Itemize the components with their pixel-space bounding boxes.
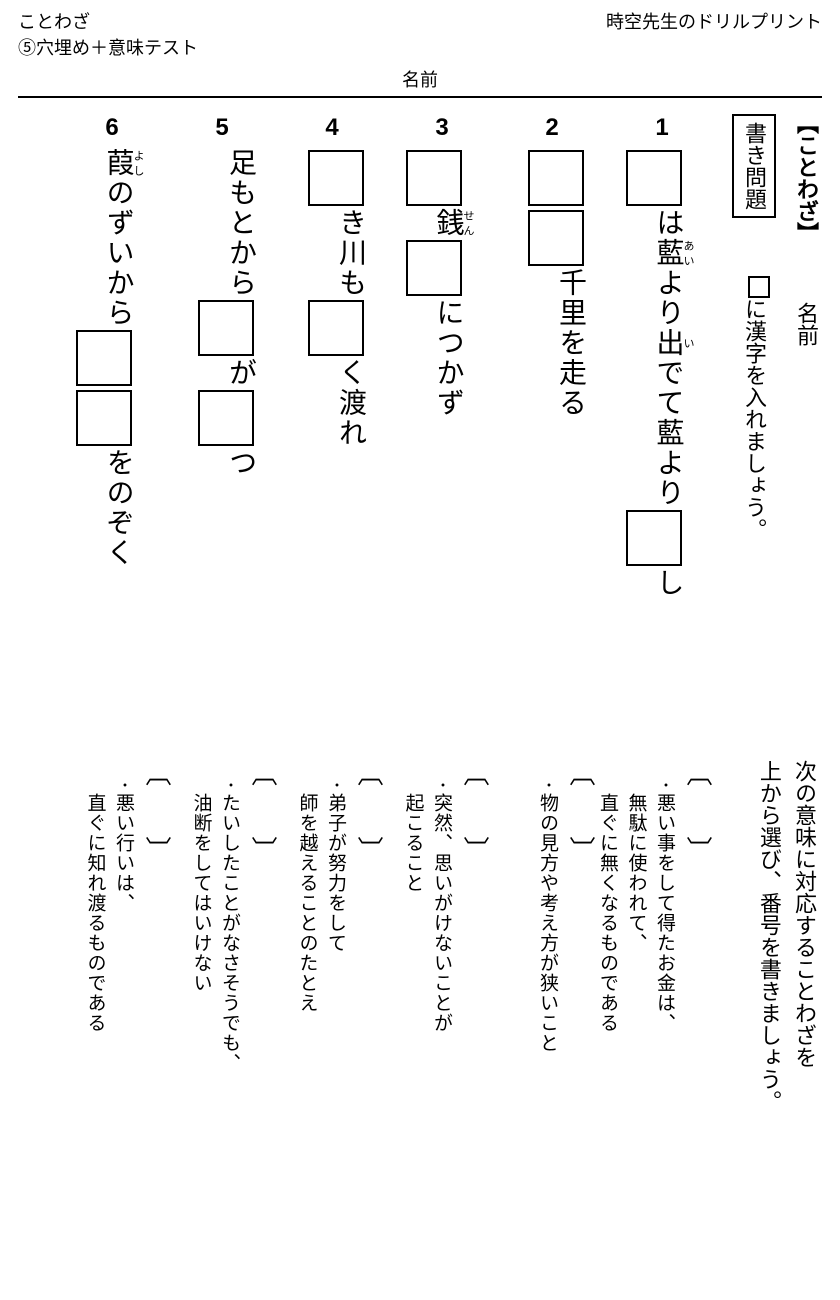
meaning-6-text: ・悪い行いは、 ・直ぐに知れ渡るものである (80, 778, 137, 1033)
meaning-6: 〔〕 ・悪い行いは、 ・直ぐに知れ渡るものである (80, 760, 176, 1033)
q2-number: 2 (522, 114, 582, 142)
answer-slot-1[interactable]: 〔〕 (683, 760, 712, 862)
q3-number: 3 (412, 114, 472, 142)
answer-slot-4[interactable]: 〔〕 (354, 760, 383, 862)
q3-blank-2[interactable] (406, 240, 462, 296)
q3-text: 銭せんにつかず (406, 148, 475, 418)
answer-slot-2[interactable]: 〔〕 (566, 760, 595, 862)
meaning-5: 〔〕 ・たいしたことがなさそうでも、 ・油断をしてはいけない (186, 760, 282, 1073)
q5-blank-1[interactable] (198, 300, 254, 356)
q2-text: 千里を走る (528, 148, 584, 418)
header-right: 時空先生のドリルプリント (606, 8, 822, 34)
meaning-instruction: 次の意味に対応することわざを 上から選び、番号を書きましょう。 (752, 760, 822, 1280)
q4-blank-1[interactable] (308, 150, 364, 206)
q4-text: き川もく渡れ (308, 148, 364, 448)
q5-blank-2[interactable] (198, 390, 254, 446)
q2-blank-2[interactable] (528, 210, 584, 266)
writing-label-box: 書き問題 (732, 114, 776, 218)
q6-text: 葭よしのずいからをのぞく (76, 148, 145, 568)
answer-slot-3[interactable]: 〔〕 (460, 760, 489, 862)
q1-blank-1[interactable] (626, 150, 682, 206)
meaning-5-text: ・たいしたことがなさそうでも、 ・油断をしてはいけない (186, 778, 243, 1073)
writing-section: 【ことわざ】 名前 書き問題 に漢字を入れましょう。 1 は藍あいより出いでて藍… (18, 112, 822, 752)
q1-blank-2[interactable] (626, 510, 682, 566)
q5-text: 足もとからがつ (198, 148, 254, 478)
q6-blank-2[interactable] (76, 390, 132, 446)
q1-number: 1 (632, 114, 692, 142)
meaning-3-text: ・突然、思いがけないことが ・起こること (398, 778, 455, 1033)
q6-blank-1[interactable] (76, 330, 132, 386)
instruction-text: に漢字を入れましょう。 (742, 298, 767, 540)
name-label-vert: 名前 (794, 302, 819, 346)
section-title-col: 【ことわざ】 名前 (790, 112, 822, 346)
writing-label-col: 書き問題 に漢字を入れましょう。 (732, 112, 776, 540)
name-field-line[interactable]: 名前 (18, 66, 822, 98)
q2-blank-1[interactable] (528, 150, 584, 206)
q4-number: 4 (302, 114, 362, 142)
meaning-1: 〔〕 ・悪い事をして得たお金は、 ・無駄に使われて、 ・直ぐに無くなるものである (593, 760, 718, 1033)
meaning-4-text: ・弟子が努力をして ・師を越えることのたとえ (292, 778, 349, 1013)
meaning-section: 次の意味に対応することわざを 上から選び、番号を書きましょう。 〔〕 ・悪い事を… (18, 760, 822, 1300)
name-label-horiz: 名前 (402, 70, 438, 90)
meaning-4: 〔〕 ・弟子が努力をして ・師を越えることのたとえ (292, 760, 388, 1013)
section-title: 【ことわざ】 (794, 112, 819, 244)
q4-blank-2[interactable] (308, 300, 364, 356)
meaning-2-text: ・物の見方や考え方が狭いこと (533, 778, 562, 1053)
q6-number: 6 (82, 114, 142, 142)
worksheet-header: ことわざ 時空先生のドリルプリント (0, 0, 840, 34)
answer-slot-5[interactable]: 〔〕 (248, 760, 277, 862)
q3-blank-1[interactable] (406, 150, 462, 206)
meaning-3: 〔〕 ・突然、思いがけないことが ・起こること (398, 760, 494, 1033)
q5-number: 5 (192, 114, 252, 142)
header-left: ことわざ (18, 8, 90, 34)
instruction-box-icon (742, 276, 767, 298)
worksheet-subtitle: ⑤穴埋め＋意味テスト (0, 34, 840, 66)
q1-text: は藍あいより出いでて藍よりし (626, 148, 695, 598)
meaning-2: 〔〕 ・物の見方や考え方が狭いこと (533, 760, 601, 1053)
answer-slot-6[interactable]: 〔〕 (142, 760, 171, 862)
meaning-1-text: ・悪い事をして得たお金は、 ・無駄に使われて、 ・直ぐに無くなるものである (593, 778, 679, 1033)
